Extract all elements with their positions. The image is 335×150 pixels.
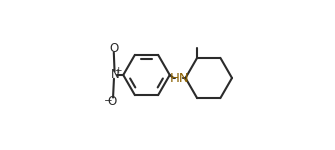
Text: +: + <box>114 66 122 75</box>
Text: O: O <box>109 42 119 55</box>
Text: O: O <box>108 95 117 108</box>
Text: −: − <box>104 96 113 106</box>
Text: HN: HN <box>169 72 189 84</box>
Text: N: N <box>111 69 119 81</box>
